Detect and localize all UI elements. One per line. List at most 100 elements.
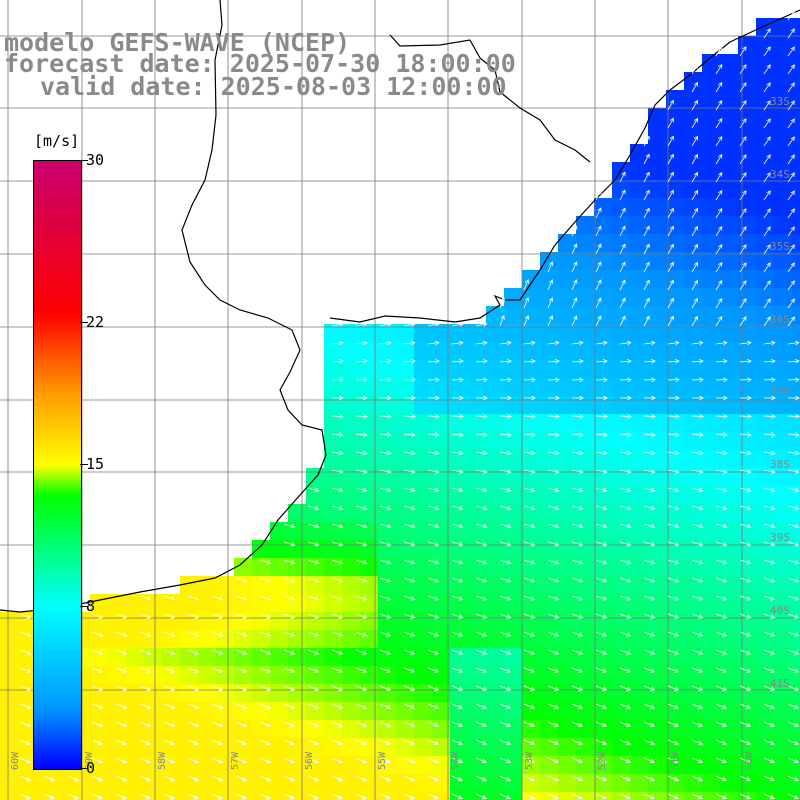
- wind-arrow: [139, 649, 152, 655]
- wind-arrow: [787, 595, 800, 601]
- wind-arrow: [715, 577, 728, 583]
- wind-speed-cell: [18, 630, 37, 649]
- wind-speed-cell: [378, 432, 397, 451]
- wind-arrow: [355, 595, 368, 601]
- wind-speed-cell: [360, 576, 379, 595]
- wind-speed-cell: [342, 774, 361, 793]
- wind-speed-cell: [504, 666, 523, 685]
- wind-speed-cell: [720, 144, 739, 163]
- wind-speed-cell: [648, 486, 667, 505]
- wind-speed-cell: [594, 540, 613, 559]
- wind-speed-cell: [576, 306, 595, 325]
- wind-speed-cell: [738, 216, 757, 235]
- wind-arrow: [499, 450, 512, 456]
- wind-arrow: [667, 721, 679, 727]
- wind-speed-cell: [666, 648, 685, 667]
- wind-speed-cell: [486, 360, 505, 379]
- wind-speed-cell: [378, 720, 397, 739]
- wind-speed-cell: [288, 522, 307, 541]
- wind-speed-cell: [396, 360, 415, 379]
- wind-speed-cell: [378, 504, 397, 523]
- wind-speed-cell: [324, 612, 343, 631]
- wind-arrow: [691, 99, 699, 111]
- wind-speed-cell: [630, 252, 649, 271]
- wind-arrow: [451, 414, 464, 419]
- colorbar: [33, 160, 82, 770]
- wind-arrow: [715, 226, 723, 237]
- wind-speed-cell: [342, 738, 361, 757]
- wind-speed-cell: [792, 378, 800, 397]
- wind-arrow: [739, 793, 751, 800]
- wind-speed-cell: [720, 522, 739, 541]
- wind-arrow: [667, 523, 680, 529]
- wind-speed-cell: [126, 666, 145, 685]
- wind-speed-cell: [648, 522, 667, 541]
- wind-arrow: [547, 340, 560, 346]
- wind-speed-cell: [594, 360, 613, 379]
- wind-speed-cell: [576, 414, 595, 433]
- wind-speed-cell: [432, 792, 451, 800]
- wind-arrow: [691, 377, 704, 382]
- wind-speed-cell: [738, 180, 757, 199]
- wind-arrow: [523, 721, 535, 727]
- wind-arrow: [19, 739, 31, 746]
- wind-speed-cell: [522, 756, 541, 775]
- wind-speed-cell: [432, 342, 451, 361]
- wind-arrow: [235, 631, 248, 637]
- wind-arrow: [763, 136, 771, 147]
- wind-speed-cell: [594, 576, 613, 595]
- wind-speed-cell: [576, 504, 595, 523]
- wind-speed-cell: [414, 378, 433, 397]
- wind-arrow: [331, 523, 344, 529]
- wind-arrow: [235, 775, 247, 782]
- wind-arrow: [523, 577, 536, 583]
- wind-speed-cell: [738, 360, 757, 379]
- wind-arrow: [739, 757, 751, 764]
- wind-speed-cell: [450, 558, 469, 577]
- wind-arrow: [691, 414, 704, 419]
- wind-speed-cell: [342, 684, 361, 703]
- wind-speed-cell: [270, 594, 289, 613]
- wind-speed-cell: [414, 630, 433, 649]
- wind-speed-cell: [414, 468, 433, 487]
- wind-speed-cell: [360, 414, 379, 433]
- wind-speed-cell: [450, 360, 469, 379]
- wind-speed-cell: [396, 648, 415, 667]
- wind-arrow: [307, 775, 319, 782]
- wind-arrow: [763, 118, 771, 129]
- wind-speed-cell: [558, 288, 577, 307]
- wind-speed-cell: [162, 594, 181, 613]
- wind-speed-cell: [738, 108, 757, 127]
- wind-speed-cell: [540, 270, 559, 289]
- wind-speed-cell: [612, 648, 631, 667]
- wind-arrow: [139, 613, 152, 619]
- wind-speed-cell: [360, 666, 379, 685]
- wind-arrow: [691, 117, 699, 129]
- wind-speed-cell: [594, 612, 613, 631]
- wind-speed-cell: [792, 432, 800, 451]
- wind-arrow: [331, 667, 344, 673]
- wind-speed-cell: [504, 504, 523, 523]
- wind-speed-cell: [684, 126, 703, 145]
- wind-speed-cell: [234, 792, 253, 800]
- wind-speed-cell: [324, 648, 343, 667]
- wind-speed-cell: [702, 288, 721, 307]
- wind-arrow: [691, 703, 703, 709]
- wind-speed-cell: [738, 504, 757, 523]
- wind-speed-cell: [648, 216, 667, 235]
- wind-speed-cell: [450, 396, 469, 415]
- wind-arrow: [763, 721, 775, 727]
- wind-arrow: [331, 487, 344, 493]
- wind-speed-cell: [666, 360, 685, 379]
- wind-speed-cell: [720, 126, 739, 145]
- wind-speed-cell: [702, 450, 721, 469]
- wind-arrow: [475, 340, 488, 346]
- wind-speed-cell: [774, 18, 793, 37]
- wind-arrow: [787, 154, 795, 165]
- wind-speed-cell: [198, 702, 217, 721]
- wind-arrow: [187, 739, 199, 746]
- wind-speed-cell: [666, 504, 685, 523]
- wind-arrow: [787, 316, 795, 327]
- wind-arrow: [643, 541, 656, 547]
- wind-arrow: [307, 505, 320, 511]
